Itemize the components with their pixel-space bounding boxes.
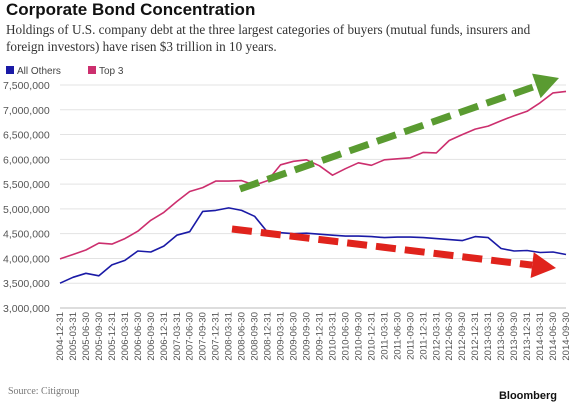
x-tick-label: 2010-06-30 bbox=[340, 312, 351, 361]
y-tick-label: 7,000,000 bbox=[3, 105, 50, 117]
x-tick-label: 2008-03-31 bbox=[224, 312, 235, 361]
x-tick-label: 2010-09-30 bbox=[353, 312, 364, 361]
x-tick-label: 2014-03-31 bbox=[535, 312, 546, 361]
x-tick-label: 2011-12-31 bbox=[418, 312, 429, 360]
y-tick-label: 3,500,000 bbox=[3, 278, 50, 290]
legend-swatch bbox=[6, 66, 14, 74]
x-tick-label: 2005-03-31 bbox=[68, 312, 79, 361]
chart-subtitle: Holdings of U.S. company debt at the thr… bbox=[6, 22, 531, 54]
x-tick-label: 2011-09-30 bbox=[405, 312, 416, 360]
x-tick-label: 2009-09-30 bbox=[302, 312, 313, 361]
legend-label: Top 3 bbox=[99, 66, 124, 77]
green-trend-arrow-head bbox=[532, 73, 559, 99]
x-tick-label: 2014-09-30 bbox=[561, 312, 569, 361]
x-tick-label: 2010-12-31 bbox=[366, 312, 377, 361]
x-tick-label: 2012-12-31 bbox=[470, 312, 481, 361]
series-line-all-others bbox=[59, 207, 567, 284]
x-tick-label: 2009-03-31 bbox=[276, 312, 287, 361]
annotation-arrows bbox=[231, 73, 559, 279]
legend-label: All Others bbox=[17, 66, 61, 77]
x-tick-label: 2008-09-30 bbox=[250, 312, 261, 361]
legend: All Others Top 3 bbox=[6, 66, 124, 77]
x-tick-label: 2012-03-31 bbox=[431, 312, 442, 361]
legend-swatch bbox=[88, 66, 96, 74]
y-axis-tick-labels: 3,000,000 3,500,000 4,000,000 4,500,000 5,00… bbox=[3, 80, 50, 315]
x-tick-label: 2013-12-31 bbox=[522, 312, 533, 361]
x-tick-label: 2009-12-31 bbox=[314, 312, 325, 361]
y-tick-label: 7,500,000 bbox=[3, 80, 50, 92]
y-tick-label: 6,500,000 bbox=[3, 130, 50, 142]
x-tick-label: 2006-03-31 bbox=[120, 312, 131, 361]
x-tick-label: 2007-09-30 bbox=[198, 312, 209, 361]
gridlines bbox=[60, 84, 566, 309]
x-tick-label: 2008-06-30 bbox=[237, 312, 248, 361]
source-note: Source: Citigroup bbox=[8, 386, 80, 397]
x-tick-label: 2004-12-31 bbox=[55, 312, 66, 361]
x-tick-label: 2012-06-30 bbox=[444, 312, 455, 361]
y-tick-label: 6,000,000 bbox=[3, 154, 50, 166]
red-trend-arrow-head bbox=[530, 252, 556, 279]
x-tick-label: 2013-06-30 bbox=[496, 312, 507, 361]
series-lines bbox=[59, 90, 567, 284]
x-tick-label: 2005-09-30 bbox=[94, 312, 105, 361]
y-tick-label: 5,500,000 bbox=[3, 179, 50, 191]
x-tick-label: 2006-12-31 bbox=[159, 312, 170, 361]
x-axis-tick-labels: 2004-12-31 2005-03-31 2005-06-30 2005-09-30… bbox=[55, 312, 569, 361]
y-tick-label: 4,500,000 bbox=[3, 229, 50, 241]
red-trend-arrow-shaft bbox=[231, 225, 533, 269]
y-tick-label: 5,000,000 bbox=[3, 204, 50, 216]
x-tick-label: 2014-06-30 bbox=[548, 312, 559, 361]
green-trend-arrow-shaft bbox=[238, 82, 538, 193]
chart-title: Corporate Bond Concentration bbox=[6, 0, 256, 19]
x-tick-label: 2006-06-30 bbox=[133, 312, 144, 361]
x-tick-label: 2008-12-31 bbox=[263, 312, 274, 361]
x-tick-label: 2009-06-30 bbox=[289, 312, 300, 361]
x-tick-label: 2007-03-31 bbox=[172, 312, 183, 361]
x-tick-label: 2011-06-30 bbox=[392, 312, 403, 360]
x-tick-label: 2007-06-30 bbox=[185, 312, 196, 361]
y-tick-label: 3,000,000 bbox=[3, 303, 50, 315]
x-tick-label: 2005-12-31 bbox=[107, 312, 118, 361]
x-tick-label: 2011-03-31 bbox=[379, 312, 390, 360]
x-tick-label: 2007-12-31 bbox=[211, 312, 222, 361]
y-tick-label: 4,000,000 bbox=[3, 253, 50, 265]
x-tick-label: 2013-09-30 bbox=[509, 312, 520, 361]
x-tick-label: 2013-03-31 bbox=[483, 312, 494, 361]
x-tick-label: 2012-09-30 bbox=[457, 312, 468, 361]
x-tick-label: 2005-06-30 bbox=[81, 312, 92, 361]
bloomberg-logo: Bloomberg bbox=[498, 390, 557, 402]
x-tick-label: 2006-09-30 bbox=[146, 312, 157, 361]
x-tick-label: 2010-03-31 bbox=[327, 312, 338, 361]
